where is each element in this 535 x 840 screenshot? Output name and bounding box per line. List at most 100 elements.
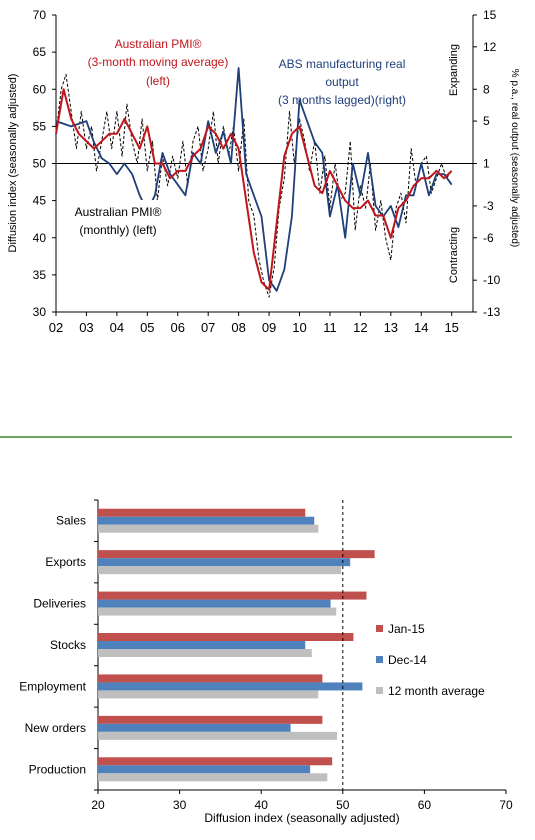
left-axis-tick-label: 45	[33, 194, 47, 208]
avg12-legend-label: 12 month average	[388, 684, 485, 698]
avg12-bar	[98, 607, 337, 616]
jan15-bar	[98, 550, 375, 559]
right-axis-tick-label: -13	[483, 305, 501, 319]
right-axis-tick-label: 12	[483, 40, 497, 54]
pmi-3m-annotation-line-3: (left)	[146, 74, 170, 88]
dec14-bar	[98, 558, 351, 567]
pmi-monthly-annotation-background	[66, 200, 166, 238]
left-axis-tick-label: 30	[33, 305, 47, 319]
dec14-bar	[98, 516, 315, 525]
jan15-bar	[98, 591, 367, 600]
bar-x-tick-label: 40	[255, 798, 269, 812]
category-label: Employment	[19, 679, 86, 693]
avg12-bar	[98, 566, 342, 575]
x-axis-tick-label: 14	[414, 320, 428, 335]
right-axis-tick-label: -6	[483, 231, 494, 245]
jan15-bar	[98, 715, 323, 724]
bar-x-axis-label: Diffusion index (seasonally adjusted)	[204, 811, 399, 825]
category-label: New orders	[25, 721, 86, 735]
pmi-3m-annotation-line-2: (3-month moving average)	[88, 55, 229, 69]
pmi-monthly-annotation-line-2: (monthly) (left)	[79, 223, 156, 237]
left-axis-tick-labels: 30 35 40 45 50 55 60 65 70	[33, 8, 47, 319]
abs-output-annotation: ABS manufacturing real output (3 months …	[278, 57, 406, 107]
abs-output-series-line	[55, 67, 453, 292]
bar-chart: Sales Exports Deliveries Stocks Employment Ne…	[19, 499, 513, 825]
right-axis-tick-label: 15	[483, 8, 497, 22]
category-labels: Sales Exports Deliveries Stocks Employment Ne…	[19, 514, 86, 777]
x-axis-tick-label: 15	[444, 320, 458, 335]
x-axis-tick-label: 05	[140, 320, 154, 335]
left-axis-tick-label: 35	[33, 268, 47, 282]
x-axis-tick-label: 02	[49, 320, 63, 335]
left-axis-tick-label: 70	[33, 8, 47, 22]
bar-x-tick-label: 70	[499, 798, 513, 812]
x-axis-tick-label: 13	[384, 320, 398, 335]
pmi-3m-series-line	[55, 88, 453, 291]
left-axis-label: Diffusion index (seasonally adjusted)	[7, 74, 19, 253]
bar-x-tick-label: 20	[91, 798, 105, 812]
category-label: Production	[29, 762, 86, 776]
dec14-bar	[98, 723, 291, 732]
x-axis-tick-label: 09	[262, 320, 276, 335]
dec14-bar	[98, 599, 331, 608]
dec14-bar	[98, 682, 363, 691]
bar-x-tick-label: 30	[173, 798, 187, 812]
line-chart-series	[55, 67, 453, 298]
left-axis-tick-label: 55	[33, 119, 47, 133]
x-axis-tick-label: 04	[110, 320, 124, 335]
pmi-monthly-series-line	[55, 73, 453, 298]
x-axis-tick-label: 06	[171, 320, 185, 335]
left-axis-tick-label: 60	[33, 82, 47, 96]
bar-chart-bars	[98, 508, 375, 782]
left-axis-tick-label: 65	[33, 45, 47, 59]
x-axis-tick-label: 11	[323, 320, 337, 335]
dec14-bar	[98, 765, 311, 774]
x-axis-tick-label: 10	[292, 320, 306, 335]
jan15-bar	[98, 674, 323, 683]
pmi-monthly-annotation-line-1: Australian PMI®	[75, 205, 162, 219]
bar-x-tick-labels: 20 30 40 50 60 70	[91, 798, 513, 812]
abs-output-annotation-line-3: (3 months lagged)(right)	[278, 93, 406, 107]
dec14-bar	[98, 641, 306, 649]
dec14-legend-swatch	[376, 656, 383, 663]
jan15-bar	[98, 633, 354, 641]
left-axis-tick-label: 40	[33, 231, 47, 245]
abs-output-annotation-line-2: output	[325, 75, 359, 89]
x-axis-tick-label: 08	[231, 320, 245, 335]
dec14-legend-label: Dec-14	[388, 653, 427, 667]
avg12-bar	[98, 690, 319, 699]
contracting-label: Contracting	[448, 227, 460, 283]
right-axis-tick-label: 8	[483, 82, 490, 96]
category-label: Deliveries	[33, 597, 86, 611]
bar-x-tick-label: 60	[418, 798, 432, 812]
avg12-legend-swatch	[376, 687, 383, 694]
jan15-bar	[98, 508, 306, 517]
x-axis-tick-label: 07	[201, 320, 215, 335]
jan15-legend-label: Jan-15	[388, 622, 425, 636]
avg12-bar	[98, 524, 319, 533]
pmi-3m-annotation-line-1: Australian PMI®	[115, 37, 202, 51]
right-axis-label: % p.a., real output (seasonally adjusted…	[509, 69, 520, 247]
category-label: Sales	[56, 514, 86, 528]
category-label: Exports	[45, 555, 86, 569]
pmi-3m-annotation: Australian PMI® (3-month moving average)…	[88, 37, 229, 88]
x-axis-tick-label: 03	[79, 320, 93, 335]
avg12-bar	[98, 773, 328, 782]
x-axis-tick-labels: 02 03 04 05 06 07 08 09 10 11 12 13 14 15	[49, 320, 459, 335]
pmi-monthly-annotation: Australian PMI® (monthly) (left)	[66, 200, 166, 238]
abs-output-annotation-line-1: ABS manufacturing real	[279, 57, 406, 71]
x-axis-tick-label: 12	[353, 320, 367, 335]
right-axis-tick-label: -3	[483, 199, 494, 213]
right-axis-tick-label: 5	[483, 114, 490, 128]
category-label: Stocks	[50, 638, 86, 652]
right-axis-tick-label: -10	[483, 273, 501, 287]
jan15-legend-swatch	[376, 625, 383, 632]
right-axis-tick-label: 1	[483, 157, 490, 171]
bar-chart-legend: Jan-15 Dec-14 12 month average	[376, 622, 485, 698]
avg12-bar	[98, 649, 312, 657]
jan15-bar	[98, 757, 333, 766]
bar-x-tick-label: 50	[336, 798, 350, 812]
